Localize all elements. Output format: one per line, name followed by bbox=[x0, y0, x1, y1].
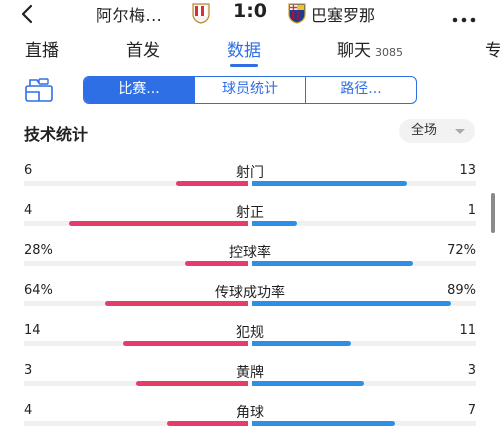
tab-label: 聊天 bbox=[337, 41, 371, 61]
away-team-name: 巴塞罗那 bbox=[311, 6, 376, 25]
tab-label: 专 bbox=[485, 41, 500, 61]
match-score: 1:0 bbox=[232, 0, 268, 22]
home-stat-track bbox=[24, 181, 248, 186]
home-stat-bar bbox=[68, 221, 248, 226]
away-stat-track bbox=[252, 181, 476, 186]
stats-subbar: 比赛... 球员统计 路径... bbox=[0, 72, 500, 108]
section-title: 技术统计 bbox=[24, 125, 89, 144]
home-stat-bar bbox=[185, 261, 248, 266]
back-arrow-icon[interactable] bbox=[18, 4, 38, 24]
active-tab-indicator bbox=[230, 64, 258, 67]
away-stat-value: 1 bbox=[467, 203, 476, 218]
away-stat-track bbox=[252, 301, 476, 306]
segment-match[interactable]: 比赛... bbox=[84, 77, 194, 103]
away-stat-bar bbox=[252, 341, 351, 346]
home-stat-track bbox=[24, 341, 248, 346]
home-stat-track bbox=[24, 381, 248, 386]
away-stat-value: 13 bbox=[459, 163, 476, 178]
tab-label: 数据 bbox=[227, 41, 261, 61]
away-stat-value: 7 bbox=[467, 403, 476, 418]
layout-toggle-icon[interactable] bbox=[24, 77, 54, 103]
chevron-down-icon bbox=[455, 129, 465, 134]
tab-more[interactable]: 专 bbox=[485, 36, 500, 61]
main-tabs: 直播 首发 数据 聊天 3085 专 bbox=[0, 30, 500, 70]
segment-player-stats[interactable]: 球员统计 bbox=[194, 77, 305, 103]
stat-label: 射门 bbox=[236, 165, 264, 181]
away-stat-bar bbox=[252, 221, 297, 226]
segment-path[interactable]: 路径... bbox=[305, 77, 416, 103]
home-stat-bar bbox=[136, 381, 248, 386]
home-stat-value: 4 bbox=[24, 403, 33, 418]
away-stat-bar bbox=[252, 261, 414, 266]
away-team-crest-icon bbox=[287, 2, 307, 24]
tab-chat[interactable]: 聊天 3085 bbox=[337, 36, 403, 61]
period-filter-label: 全场 bbox=[411, 123, 438, 138]
away-stat-track bbox=[252, 381, 476, 386]
home-stat-value: 14 bbox=[24, 323, 41, 338]
away-stat-track bbox=[252, 421, 476, 426]
stat-label: 控球率 bbox=[229, 245, 271, 261]
home-stat-bar bbox=[176, 181, 248, 186]
home-stat-track bbox=[24, 301, 248, 306]
away-stat-bar bbox=[252, 381, 364, 386]
home-stat-value: 4 bbox=[24, 203, 33, 218]
away-stat-value: 89% bbox=[447, 283, 476, 298]
away-stat-bar bbox=[252, 301, 452, 306]
home-stat-value: 6 bbox=[24, 163, 33, 178]
away-stat-track bbox=[252, 221, 476, 226]
tab-live[interactable]: 直播 bbox=[25, 36, 59, 61]
stat-row: 4 角球 7 bbox=[0, 401, 500, 441]
home-stat-track bbox=[24, 421, 248, 426]
stat-label: 犯规 bbox=[236, 325, 264, 341]
tab-label: 首发 bbox=[126, 41, 160, 61]
scrollbar[interactable] bbox=[491, 193, 495, 233]
stat-row: 4 射正 1 bbox=[0, 201, 500, 241]
home-stat-value: 64% bbox=[24, 283, 53, 298]
match-header: 阿尔梅... 1:0 巴塞罗那 bbox=[0, 0, 500, 28]
tab-stats[interactable]: 数据 bbox=[227, 36, 261, 61]
stats-segmented-control: 比赛... 球员统计 路径... bbox=[83, 76, 417, 104]
stat-label: 黄牌 bbox=[236, 365, 264, 381]
away-stat-bar bbox=[252, 421, 396, 426]
home-team-name: 阿尔梅... bbox=[96, 6, 163, 25]
home-stat-track bbox=[24, 261, 248, 266]
home-stat-bar bbox=[122, 341, 248, 346]
away-stat-value: 3 bbox=[467, 363, 476, 378]
stat-label: 射正 bbox=[236, 205, 264, 221]
tab-label: 直播 bbox=[25, 41, 59, 61]
home-stat-bar bbox=[104, 301, 248, 306]
home-team-crest-icon bbox=[191, 2, 211, 24]
more-options-icon[interactable] bbox=[451, 9, 477, 23]
away-stat-value: 11 bbox=[459, 323, 476, 338]
stat-row: 14 犯规 11 bbox=[0, 321, 500, 361]
home-stat-track bbox=[24, 221, 248, 226]
period-filter-dropdown[interactable]: 全场 bbox=[399, 119, 475, 143]
stat-row: 6 射门 13 bbox=[0, 161, 500, 201]
tab-lineup[interactable]: 首发 bbox=[126, 36, 160, 61]
stat-label: 传球成功率 bbox=[215, 285, 285, 301]
stat-row: 3 黄牌 3 bbox=[0, 361, 500, 401]
stat-label: 角球 bbox=[236, 405, 264, 421]
home-stat-bar bbox=[167, 421, 248, 426]
away-stat-track bbox=[252, 341, 476, 346]
away-stat-value: 72% bbox=[447, 243, 476, 258]
away-stat-track bbox=[252, 261, 476, 266]
home-stat-value: 3 bbox=[24, 363, 33, 378]
stat-row: 28% 控球率 72% bbox=[0, 241, 500, 281]
stat-row: 64% 传球成功率 89% bbox=[0, 281, 500, 321]
chat-count-badge: 3085 bbox=[375, 46, 403, 59]
away-stat-bar bbox=[252, 181, 407, 186]
home-stat-value: 28% bbox=[24, 243, 53, 258]
